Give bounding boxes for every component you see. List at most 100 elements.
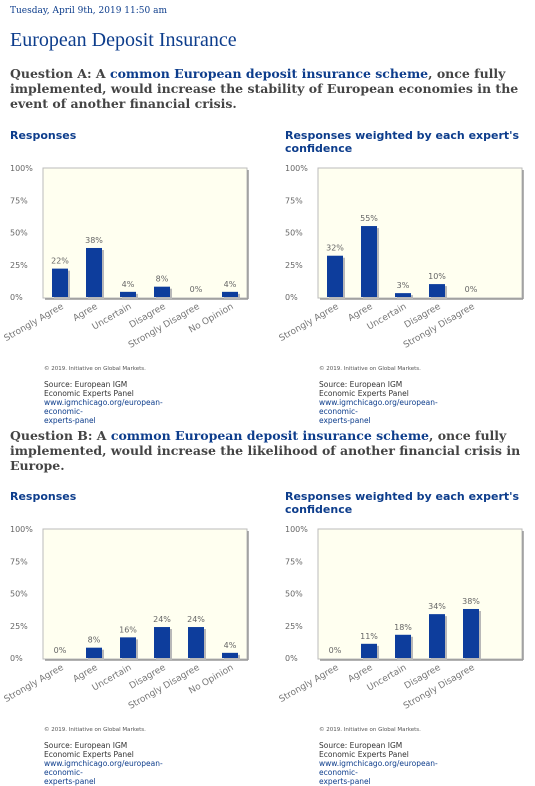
chart-a-weighted-title: Responses weighted by each expert's conf…	[285, 129, 520, 155]
bar	[429, 614, 445, 658]
y-tick-label: 75%	[285, 196, 303, 205]
chart-b-weighted-source: © 2019. Initiative on Global Markets. So…	[319, 726, 438, 786]
chart-b-responses-svg: 100%75%50%25%0%0%Strongly Agree8%Agree16…	[3, 525, 249, 712]
source-link[interactable]: www.igmchicago.org/european-economic-	[44, 759, 163, 777]
source-link-cont[interactable]: experts-panel	[44, 777, 96, 786]
source-link-cont[interactable]: experts-panel	[319, 777, 371, 786]
data-label: 3%	[397, 281, 410, 290]
bar	[395, 634, 411, 658]
chart-a-responses-source: © 2019. Initiative on Global Markets. So…	[44, 365, 163, 425]
question-a-link[interactable]: common European deposit insurance scheme	[109, 66, 429, 81]
question-b-prefix: Question B: A	[10, 428, 111, 443]
data-label: 8%	[156, 275, 169, 284]
bar	[429, 284, 445, 297]
question-b-link[interactable]: common European deposit insurance scheme	[110, 428, 430, 443]
source-text: Source: European IGM Economic Experts Pa…	[319, 380, 409, 398]
chart-a-responses-svg: 100%75%50%25%0%22%Strongly Agree38%Agree…	[3, 164, 249, 351]
copyright: © 2019. Initiative on Global Markets.	[44, 727, 146, 733]
bar	[120, 291, 136, 297]
y-tick-label: 100%	[285, 525, 308, 534]
data-label: 16%	[119, 625, 137, 634]
source-link[interactable]: www.igmchicago.org/european-economic-	[44, 398, 163, 416]
y-tick-label: 50%	[10, 229, 28, 238]
y-tick-label: 25%	[285, 622, 303, 631]
y-tick-label: 100%	[10, 525, 33, 534]
y-tick-label: 25%	[285, 261, 303, 270]
bar	[222, 652, 238, 658]
x-tick-label: Strongly Agree	[3, 663, 66, 705]
bar	[52, 268, 68, 297]
bar	[361, 226, 377, 297]
source-link[interactable]: www.igmchicago.org/european-economic-	[319, 398, 438, 416]
y-tick-label: 100%	[285, 164, 308, 173]
data-label: 4%	[122, 280, 135, 289]
data-label: 32%	[326, 244, 344, 253]
bar	[86, 647, 102, 658]
y-tick-label: 75%	[285, 557, 303, 566]
source-text: Source: European IGM Economic Experts Pa…	[44, 741, 134, 759]
chart-b-weighted-title: Responses weighted by each expert's conf…	[285, 490, 520, 516]
y-tick-label: 0%	[10, 654, 23, 663]
x-tick-label: Strongly Agree	[3, 302, 66, 344]
chart-b-weighted-svg: 100%75%50%25%0%0%Strongly Agree11%Agree1…	[278, 525, 524, 712]
plot-area	[317, 167, 523, 299]
chart-a-responses-title: Responses	[10, 129, 77, 142]
bar	[188, 627, 204, 658]
y-tick-label: 75%	[10, 196, 28, 205]
y-tick-label: 0%	[10, 293, 23, 302]
y-tick-label: 75%	[10, 557, 28, 566]
source-link-cont[interactable]: experts-panel	[44, 416, 96, 425]
bar	[86, 247, 102, 297]
data-label: 22%	[51, 257, 69, 266]
bar	[463, 608, 479, 658]
x-tick-label: Strongly Agree	[278, 663, 341, 705]
y-tick-label: 0%	[285, 293, 298, 302]
bar	[361, 643, 377, 658]
x-tick-label: Strongly Agree	[278, 302, 341, 344]
source-text: Source: European IGM Economic Experts Pa…	[44, 380, 134, 398]
data-label: 0%	[329, 646, 342, 655]
data-label: 4%	[224, 280, 237, 289]
source-text: Source: European IGM Economic Experts Pa…	[319, 741, 409, 759]
bar	[120, 637, 136, 658]
page-title: European Deposit Insurance	[10, 29, 237, 51]
data-label: 0%	[190, 285, 203, 294]
bar	[222, 291, 238, 297]
chart-a-weighted-svg: 100%75%50%25%0%32%Strongly Agree55%Agree…	[278, 164, 524, 351]
bar-shadow	[397, 295, 413, 299]
source-link[interactable]: www.igmchicago.org/european-economic-	[319, 759, 438, 777]
copyright: © 2019. Initiative on Global Markets.	[44, 366, 146, 372]
data-label: 10%	[428, 272, 446, 281]
source-link-cont[interactable]: experts-panel	[319, 416, 371, 425]
question-a: Question A: A common European deposit in…	[10, 66, 525, 111]
plot-area	[317, 528, 523, 660]
data-label: 0%	[54, 646, 67, 655]
data-label: 24%	[187, 615, 205, 624]
question-b: Question B: A common European deposit in…	[10, 428, 525, 473]
data-label: 38%	[85, 236, 103, 245]
y-tick-label: 0%	[285, 654, 298, 663]
data-label: 55%	[360, 214, 378, 223]
bar	[395, 293, 411, 297]
chart-a-weighted-source: © 2019. Initiative on Global Markets. So…	[319, 365, 438, 425]
y-tick-label: 100%	[10, 164, 33, 173]
plot-area	[42, 528, 248, 660]
data-label: 18%	[394, 623, 412, 632]
timestamp: Tuesday, April 9th, 2019 11:50 am	[10, 6, 167, 16]
data-label: 34%	[428, 602, 446, 611]
bar	[154, 627, 170, 658]
data-label: 11%	[360, 632, 378, 641]
plot-area	[42, 167, 248, 299]
y-tick-label: 50%	[285, 229, 303, 238]
y-tick-label: 25%	[10, 622, 28, 631]
question-a-suffix: , once fully implemented, would increase…	[10, 66, 519, 111]
y-tick-label: 50%	[10, 590, 28, 599]
data-label: 0%	[465, 285, 478, 294]
bar	[327, 255, 343, 297]
question-b-suffix: , once fully implemented, would increase…	[10, 428, 521, 473]
chart-b-responses-title: Responses	[10, 490, 77, 503]
copyright: © 2019. Initiative on Global Markets.	[319, 727, 421, 733]
copyright: © 2019. Initiative on Global Markets.	[319, 366, 421, 372]
chart-b-responses-source: © 2019. Initiative on Global Markets. So…	[44, 726, 163, 786]
data-label: 24%	[153, 615, 171, 624]
